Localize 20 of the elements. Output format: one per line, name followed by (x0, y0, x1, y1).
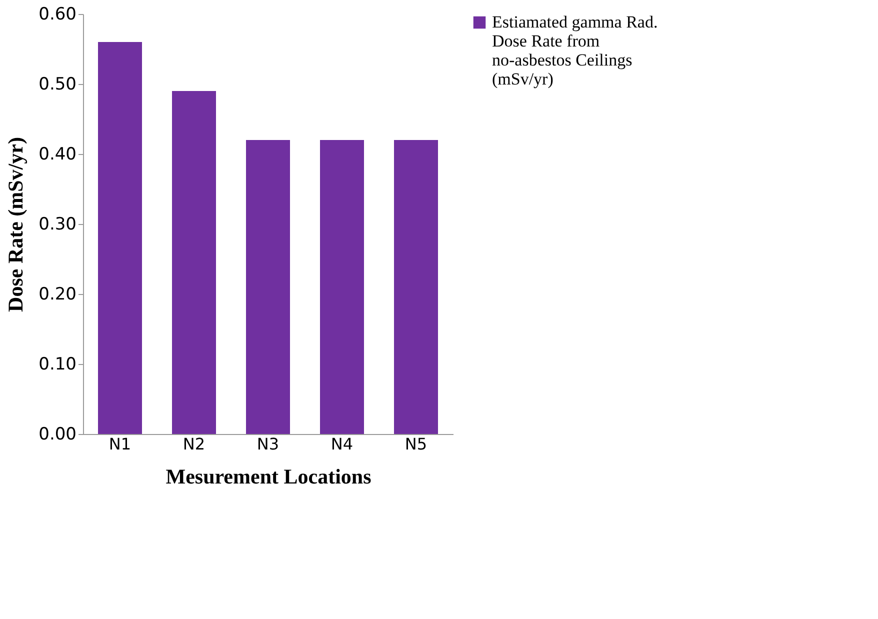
bar (320, 140, 364, 434)
x-tick-label: N1 (108, 434, 132, 454)
x-axis-title: Mesurement Locations (166, 464, 372, 488)
bar (172, 91, 216, 434)
x-tick-label: N2 (182, 434, 206, 454)
y-tick-label: 0.30 (38, 214, 76, 234)
y-tick-label: 0.60 (38, 4, 76, 24)
legend-label: Estiamated gamma Rad. Dose Rate from no-asbestos Ceilings (mSv/yr) (492, 12, 658, 88)
y-tick-label: 0.10 (38, 354, 76, 374)
x-tick-label: N3 (256, 434, 280, 454)
bar (394, 140, 438, 434)
x-tick-label: N4 (330, 434, 354, 454)
y-tick-label: 0.50 (38, 74, 76, 94)
y-tick-label: 0.40 (38, 144, 76, 164)
x-tick-label: N5 (404, 434, 428, 454)
y-tick-label: 0.00 (38, 424, 76, 444)
y-tick-label: 0.20 (38, 284, 76, 304)
bar (246, 140, 290, 434)
bar (98, 42, 142, 434)
y-axis-title: Dose Rate (mSv/yr) (4, 137, 28, 312)
